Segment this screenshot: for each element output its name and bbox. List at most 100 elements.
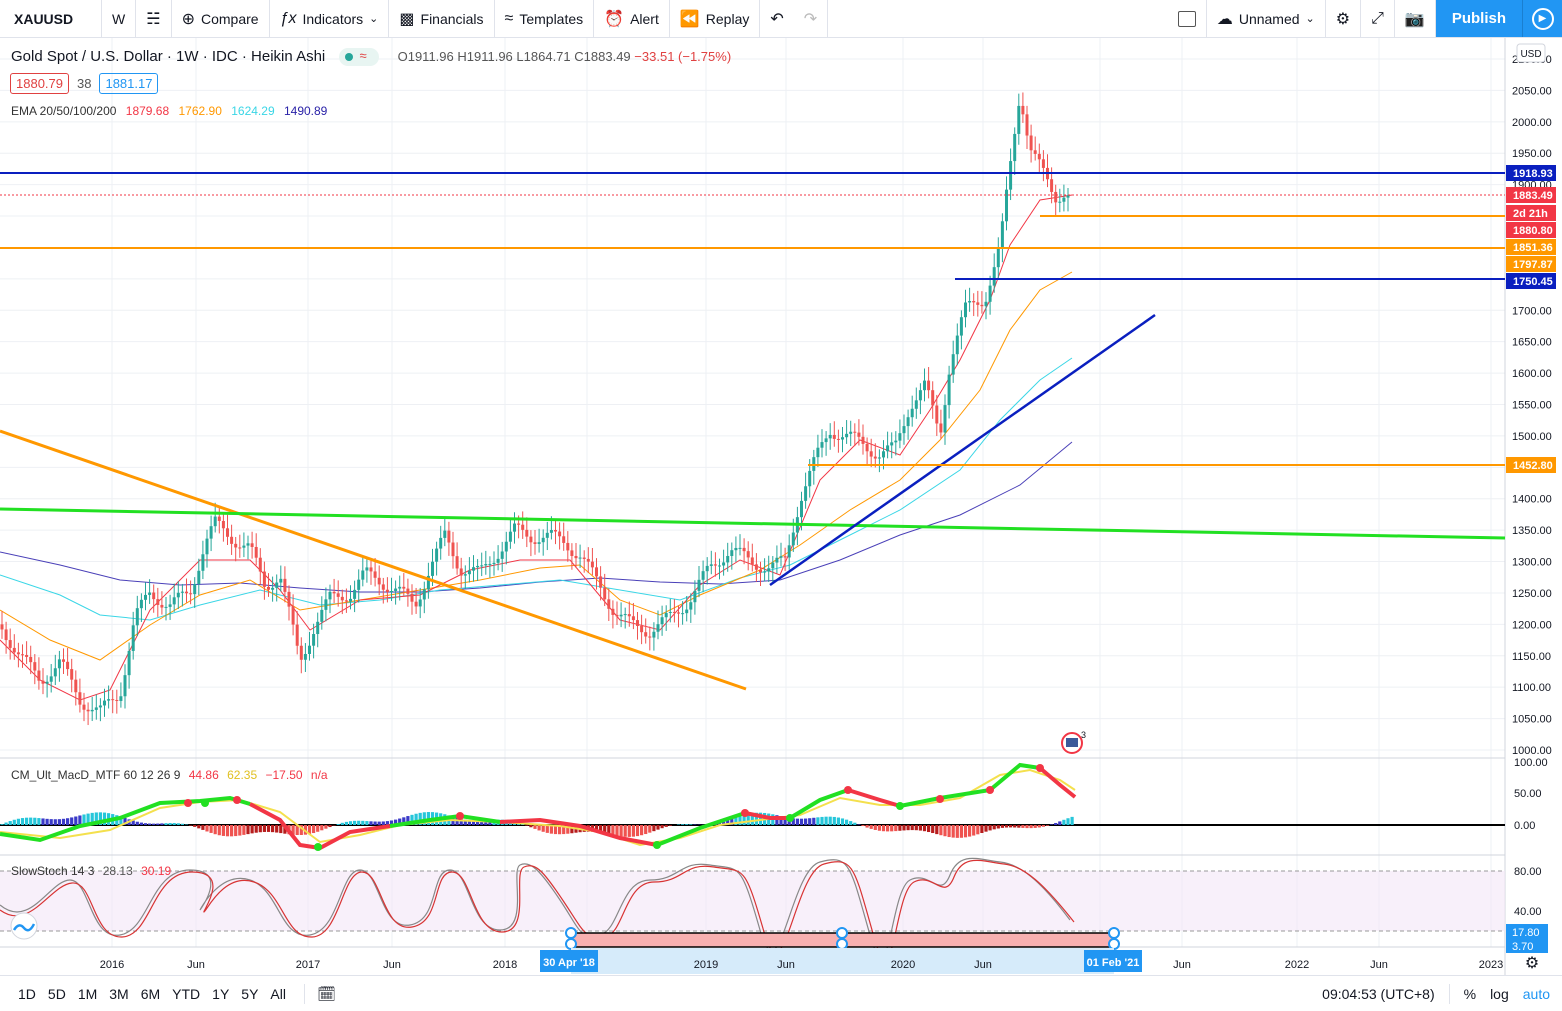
snapshot-button[interactable]: 📷: [1395, 0, 1436, 37]
alert-button[interactable]: ⏰ Alert: [594, 0, 670, 37]
price-label: 2d 21h: [1513, 208, 1548, 220]
price-tick: 1050.00: [1512, 714, 1552, 726]
time-tick: 2022: [1285, 959, 1309, 971]
macd-bar: [668, 825, 672, 826]
chart-area[interactable]: 2100.002050.002000.001950.001900.001850.…: [0, 38, 1562, 975]
macd-bar: [890, 825, 894, 832]
candle-body: [115, 699, 119, 701]
gear-icon: ⚙: [1335, 10, 1351, 28]
ask-button[interactable]: 1881.17: [99, 73, 159, 94]
range-button[interactable]: YTD: [172, 985, 201, 1002]
candles-icon: ☵: [146, 10, 161, 28]
candle-body: [652, 631, 656, 638]
percent-toggle[interactable]: %: [1463, 985, 1477, 1002]
publish-button[interactable]: Publish: [1435, 0, 1522, 37]
macd-bar: [422, 812, 426, 825]
play-button[interactable]: ▶: [1522, 0, 1562, 37]
range-button[interactable]: 6M: [140, 985, 161, 1002]
candle-body: [562, 536, 566, 543]
clock-time[interactable]: 09:04:53 (UTC+8): [1322, 985, 1435, 1002]
candle-body: [156, 599, 160, 605]
candle-body: [160, 604, 164, 608]
chart-style-button[interactable]: ☵: [136, 0, 172, 37]
range-button[interactable]: All: [270, 985, 286, 1002]
undo-button[interactable]: ↶: [760, 0, 793, 37]
market-status-toggle[interactable]: ≈: [339, 48, 380, 67]
macd-bar: [603, 825, 607, 834]
series-title[interactable]: Gold Spot / U.S. Dollar · 1W · IDC · Hei…: [11, 48, 326, 65]
macd-bar: [193, 825, 197, 827]
macd-bar: [570, 825, 574, 834]
financials-button[interactable]: ▩ Financials: [389, 0, 495, 37]
candle-body: [595, 567, 598, 577]
chart-canvas[interactable]: 2100.002050.002000.001950.001900.001850.…: [0, 38, 1562, 975]
range-button[interactable]: 1M: [77, 985, 98, 1002]
macd-bar: [758, 812, 763, 825]
price-tick: 1500.00: [1512, 431, 1552, 443]
indicators-button[interactable]: ƒx Indicators ⌄: [270, 0, 390, 37]
range-button[interactable]: 1Y: [212, 985, 230, 1002]
macd-bar: [283, 825, 287, 834]
compare-button[interactable]: ⊕ Compare: [172, 0, 270, 37]
layout-name-button[interactable]: ☁ Unnamed ⌄: [1207, 0, 1326, 37]
candle-body: [328, 591, 332, 600]
symbol-search[interactable]: XAUUSD: [0, 0, 102, 37]
price-axis-labels: 1918.93 1883.49 2d 21h 1880.80 1851.36 1797.8…: [1506, 165, 1556, 473]
settings-button[interactable]: ⚙: [1326, 0, 1362, 37]
axis-settings-gear-icon: ⚙: [1525, 955, 1539, 972]
range-handle-mid-top: [836, 927, 848, 939]
candle-body: [332, 591, 336, 594]
macd-bar: [824, 816, 828, 825]
range-button[interactable]: 3M: [109, 985, 129, 1002]
fx-icon: ƒx: [279, 9, 297, 27]
candle-body: [492, 562, 496, 564]
macd-bar: [611, 825, 615, 835]
date-range-icon[interactable]: 🗓: [316, 985, 337, 1003]
macd-bar: [217, 825, 221, 836]
stoch-axis-ticks: 80.00 40.00 17.80 3.70: [1506, 866, 1548, 953]
alert-label: Alert: [630, 10, 659, 27]
candle-body: [1013, 133, 1017, 162]
candle-body: [976, 302, 980, 305]
macd-bar: [689, 824, 693, 825]
candle-body: [927, 380, 931, 391]
candle-body: [541, 537, 545, 543]
range-handle-right-bottom: [1108, 938, 1120, 950]
macd-legend[interactable]: CM_Ult_MacD_MTF 60 12 26 9 44.86 62.35 −…: [11, 768, 328, 782]
candle-body: [303, 653, 307, 660]
macd-bar: [398, 818, 402, 825]
candle-body: [1054, 191, 1058, 203]
range-handle-left-top: [565, 927, 577, 939]
candle-body: [787, 545, 791, 558]
interval-button[interactable]: W: [102, 0, 137, 37]
candle-body: [898, 433, 902, 441]
candle-body: [992, 267, 996, 286]
log-toggle[interactable]: log: [1490, 985, 1509, 1002]
replay-button[interactable]: ⏪ Replay: [670, 0, 761, 37]
bid-button[interactable]: 1880.79: [10, 73, 69, 94]
candle-body: [197, 570, 201, 585]
candle-body: [980, 304, 984, 307]
macd-bar: [414, 813, 418, 825]
stoch-legend[interactable]: SlowStoch 14 3 28.13 30.19: [11, 864, 171, 878]
range-button[interactable]: 5Y: [241, 985, 259, 1002]
fullscreen-button[interactable]: ⤢: [1361, 0, 1395, 37]
candle-body: [209, 526, 213, 539]
templates-label: Templates: [519, 10, 584, 27]
fullscreen-layout-button[interactable]: [1168, 0, 1207, 37]
range-button[interactable]: 5D: [47, 985, 66, 1002]
candlesticks: [0, 92, 1070, 726]
price-tick: 1950.00: [1512, 148, 1552, 160]
macd-bar: [881, 825, 886, 832]
range-button[interactable]: 1D: [18, 985, 36, 1002]
auto-toggle[interactable]: auto: [1522, 985, 1550, 1002]
stoch-label: SlowStoch 14 3: [11, 864, 95, 878]
time-tick: 2020: [891, 959, 915, 971]
ema-legend[interactable]: EMA 20/50/100/200 1879.68 1762.90 1624.2…: [11, 104, 327, 118]
blue-trendline: [769, 313, 1156, 587]
time-tick: 2018: [493, 959, 517, 971]
macd-bar: [660, 825, 664, 829]
redo-button[interactable]: ↷: [794, 0, 829, 37]
macd-bar: [37, 818, 41, 825]
templates-button[interactable]: ≈ Templates: [495, 0, 595, 37]
